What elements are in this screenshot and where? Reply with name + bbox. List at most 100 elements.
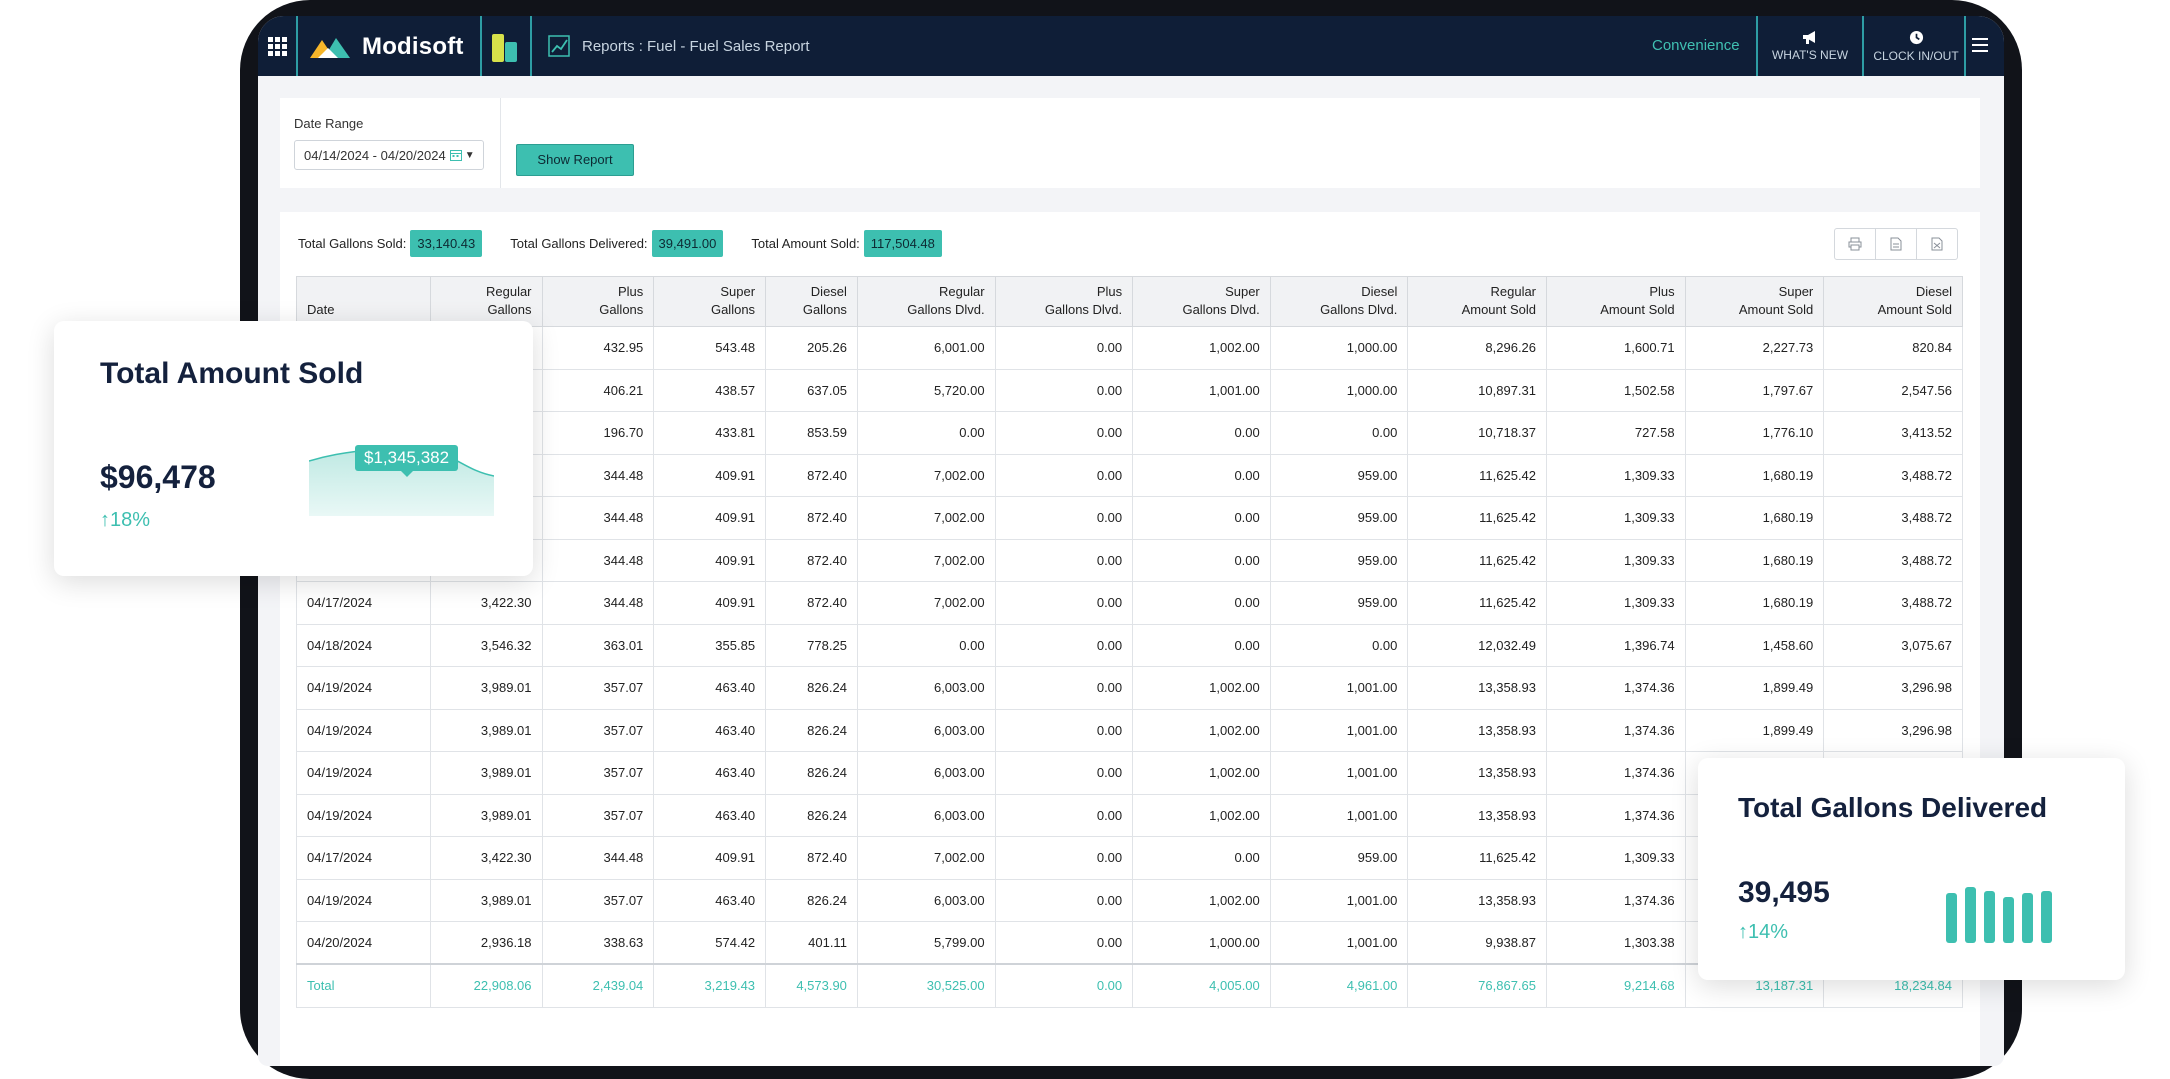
column-header[interactable]: Super Gallons [653,276,767,327]
table-cell: 11,625.42 [1407,496,1548,540]
table-cell: 6,003.00 [856,751,996,795]
table-cell: 1,680.19 [1684,581,1825,625]
table-cell: 04/18/2024 [296,623,431,667]
report-filters: Date Range 04/14/2024 - 04/20/2024 ▼ Sho… [280,98,1980,188]
table-cell: 0.00 [994,453,1134,497]
table-cell: 826.24 [765,751,858,795]
column-header-label: Super [1225,284,1260,299]
arrow-up-icon: ↑ [100,509,110,531]
delivered-bar [2041,891,2052,943]
table-cell: 1,899.49 [1684,666,1825,710]
table-cell: 196.70 [541,411,655,455]
store-type-label[interactable]: Convenience [1652,37,1740,54]
table-cell: 409.91 [653,538,767,582]
table-cell: 1,002.00 [1132,793,1271,837]
export-pdf-button[interactable] [1876,229,1917,259]
table-cell: 6,003.00 [856,793,996,837]
column-header[interactable]: Super Amount Sold [1684,276,1825,327]
table-cell: 13,358.93 [1407,751,1548,795]
table-cell: 0.00 [1132,836,1271,880]
product-tile-icon[interactable] [490,30,520,64]
table-cell: 1,001.00 [1132,368,1271,412]
table-cell: 1,374.36 [1546,708,1686,752]
date-range-picker[interactable]: 04/14/2024 - 04/20/2024 ▼ [294,140,484,170]
column-header[interactable]: Plus Amount Sold [1546,276,1686,327]
hamburger-menu-icon[interactable] [1972,38,1988,56]
column-header[interactable]: Super Gallons Dlvd. [1132,276,1271,327]
total-cell: 0.00 [994,963,1134,1008]
table-cell: 406.21 [541,368,655,412]
column-header[interactable]: Diesel Gallons Dlvd. [1269,276,1409,327]
table-cell: 0.00 [994,368,1134,412]
column-header[interactable]: Regular Gallons [429,276,543,327]
app-grid-icon[interactable] [268,37,287,56]
table-cell: 1,797.67 [1684,368,1825,412]
clock-in-out-button[interactable]: CLOCK IN/OUT [1866,16,1966,76]
table-cell: 3,488.72 [1823,581,1963,625]
breadcrumb-text[interactable]: Reports : Fuel - Fuel Sales Report [582,37,810,55]
column-header[interactable]: Plus Gallons Dlvd. [994,276,1134,327]
show-report-button[interactable]: Show Report [516,144,634,176]
table-cell: 1,000.00 [1269,368,1409,412]
table-cell: 1,000.00 [1269,326,1409,370]
table-cell: 7,002.00 [856,581,996,625]
app-name: Modisoft [362,33,464,60]
table-cell: 0.00 [1269,411,1409,455]
column-header[interactable]: Diesel Amount Sold [1823,276,1963,327]
modisoft-logo[interactable]: Modisoft [310,32,464,62]
table-cell: 11,625.42 [1407,836,1548,880]
total-amount-sold-card: Total Amount Sold $96,478 ↑18% $1,345,38… [54,321,533,576]
table-cell: 6,003.00 [856,708,996,752]
total-cell: 4,961.00 [1269,963,1409,1008]
column-header-label: Gallons [710,302,756,317]
report-chart-icon [548,35,570,57]
table-cell: 727.58 [1546,411,1686,455]
whats-new-button[interactable]: WHAT'S NEW [1760,16,1860,76]
table-cell: 3,989.01 [429,751,543,795]
print-button[interactable] [1835,229,1876,259]
column-header-label: Gallons [599,302,644,317]
column-header[interactable]: Regular Gallons Dlvd. [856,276,996,327]
table-cell: 0.00 [994,411,1134,455]
total-gallons-sold-badge: 33,140.43 [410,230,483,257]
table-cell: 3,296.98 [1823,708,1963,752]
table-cell: 3,488.72 [1823,453,1963,497]
printer-icon [1848,237,1862,251]
column-header[interactable]: Date [296,276,431,327]
table-cell: 11,625.42 [1407,581,1548,625]
amount-card-value: $96,478 [100,459,216,495]
table-cell: 872.40 [765,538,858,582]
nav-divider [296,16,298,76]
report-totals: Total Gallons Sold: 33,140.43 Total Gall… [298,230,970,257]
amount-card-title: Total Amount Sold [100,357,364,390]
table-cell: 1,001.00 [1269,708,1409,752]
table-cell: 3,546.32 [429,623,543,667]
table-cell: 872.40 [765,581,858,625]
column-header-label: Plus [1649,284,1675,299]
table-cell: 637.05 [765,368,858,412]
column-header[interactable]: Regular Amount Sold [1407,276,1548,327]
table-cell: 0.00 [1132,411,1271,455]
table-cell: 355.85 [653,623,767,667]
total-gallons-delivered-card: Total Gallons Delivered 39,495 ↑14% [1698,758,2125,980]
delivered-card-value: 39,495 [1738,876,1830,909]
total-cell: Total [296,963,431,1008]
column-header-label: Gallons [802,302,847,317]
delivered-card-title: Total Gallons Delivered [1738,792,2048,823]
table-cell: 1,776.10 [1684,411,1825,455]
table-row: 04/18/2024 3,546.32 363.01 355.85 778.25 0.00… [296,623,1963,667]
table-cell: 853.59 [765,411,858,455]
total-cell: 4,005.00 [1132,963,1271,1008]
export-excel-button[interactable] [1917,229,1957,259]
column-header-label: Gallons Dlvd. [1044,302,1123,317]
table-cell: 0.00 [994,326,1134,370]
total-gallons-delivered-label: Total Gallons Delivered: [510,236,648,251]
column-header[interactable]: Diesel Gallons [765,276,858,327]
table-row: 432.95 543.48 205.26 6,001.00 0.00 1,002.00 1,… [296,326,1963,370]
column-header-label: Amount Sold [1738,302,1814,317]
delivered-bar [1984,891,1995,943]
table-cell: 1,001.00 [1269,921,1409,965]
table-cell: 543.48 [653,326,767,370]
total-cell: 30,525.00 [856,963,996,1008]
column-header[interactable]: Plus Gallons [541,276,655,327]
